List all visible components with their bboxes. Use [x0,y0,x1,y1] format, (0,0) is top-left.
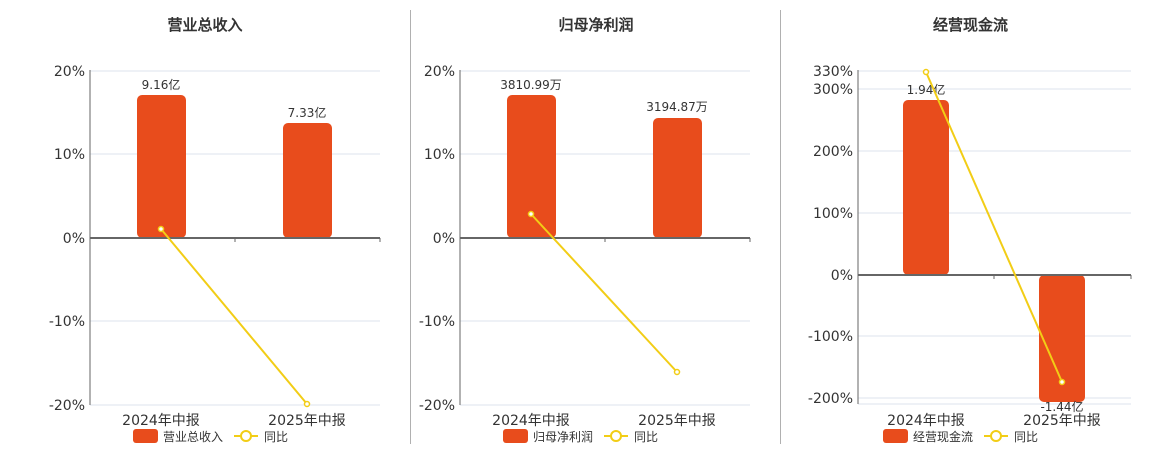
chart-title: 经营现金流 [932,16,1008,34]
bar-2024[interactable] [137,95,186,238]
svg-text:同比: 同比 [634,430,658,444]
panel-divider [780,10,781,444]
chart-title: 营业总收入 [167,16,243,34]
x-label: 2024年中报 [492,413,570,429]
yoy-line [530,213,678,373]
bar-label: -1.44亿 [1040,399,1083,414]
bar-label: 3810.99万 [500,78,562,92]
panel-divider [410,10,411,444]
svg-text:300%: 300% [813,82,853,98]
bar-label: 9.16亿 [142,77,181,92]
bar-label: 3194.87万 [646,100,708,114]
net-profit-chart: 20% 10% 0% -10% -20% 3810.99万 3194.87万 2… [419,64,751,444]
yoy-line [160,228,308,405]
svg-text:经营现金流: 经营现金流 [913,429,973,444]
yoy-point[interactable] [922,68,930,76]
legend-bar-swatch [883,429,908,443]
y-axis-labels: 20% 10% 0% -10% -20% [49,64,85,414]
legend[interactable]: 归母净利润 同比 [503,429,658,444]
bar-2024[interactable] [903,100,949,275]
svg-text:200%: 200% [813,144,853,160]
svg-text:0%: 0% [433,231,455,247]
svg-text:100%: 100% [813,206,853,222]
svg-text:0%: 0% [63,231,85,247]
y-axis-labels: 20% 10% 0% -10% -20% [419,64,455,414]
legend[interactable]: 营业总收入 同比 [133,429,288,444]
svg-text:20%: 20% [424,64,455,80]
legend-line-icon [990,430,1002,442]
svg-text:营业总收入: 营业总收入 [163,430,223,444]
bar-2025[interactable] [1039,275,1085,402]
x-label: 2024年中报 [122,413,200,429]
legend[interactable]: 经营现金流 同比 [883,429,1038,444]
yoy-point[interactable] [527,210,535,218]
bar-2024[interactable] [507,95,556,238]
y-axis-labels: 330% 300% 200% 100% 0% -100% -200% [808,64,853,407]
yoy-point[interactable] [673,368,681,376]
svg-text:-20%: -20% [49,398,85,414]
bar-2025[interactable] [653,118,702,238]
svg-text:-20%: -20% [419,398,455,414]
svg-text:10%: 10% [54,147,85,163]
svg-text:0%: 0% [831,268,853,284]
chart-title: 归母净利润 [558,16,634,34]
svg-text:-10%: -10% [49,314,85,330]
gridlines [858,70,1131,405]
svg-text:10%: 10% [424,147,455,163]
svg-text:-100%: -100% [808,329,853,345]
bar-2025[interactable] [283,123,332,238]
chart-panel-net-profit: 归母净利润 20% 10% 0% -10% -20% 3810.99万 3194… [411,0,781,450]
svg-text:20%: 20% [54,64,85,80]
yoy-point[interactable] [1058,378,1066,386]
chart-panel-operating-cashflow: 经营现金流 330% 300% 200% 100% 0% -100% -200%… [781,0,1160,450]
x-label: 2025年中报 [268,413,346,429]
x-label: 2025年中报 [638,413,716,429]
revenue-chart: 20% 10% 0% -10% -20% 9.16亿 7.33亿 2024年中报… [49,64,381,444]
x-label: 2024年中报 [887,413,965,429]
svg-text:同比: 同比 [264,430,288,444]
bar-label: 1.94亿 [907,82,946,97]
svg-text:-10%: -10% [419,314,455,330]
yoy-line [925,71,1063,383]
legend-bar-swatch [133,429,158,443]
x-label: 2025年中报 [1023,413,1101,429]
bar-label: 7.33亿 [288,105,327,120]
legend-line-icon [610,430,622,442]
yoy-point[interactable] [157,225,165,233]
svg-text:-200%: -200% [808,391,853,407]
legend-line-icon [240,430,252,442]
svg-text:归母净利润: 归母净利润 [533,430,593,444]
legend-bar-swatch [503,429,528,443]
cashflow-chart: 330% 300% 200% 100% 0% -100% -200% 1.94亿… [808,64,1132,444]
chart-panel-revenue: 营业总收入 20% 10% 0% -10% -20% 9.16亿 7.33亿 2… [0,0,410,450]
svg-text:330%: 330% [813,64,853,80]
yoy-point[interactable] [303,400,311,408]
svg-text:同比: 同比 [1014,430,1038,444]
